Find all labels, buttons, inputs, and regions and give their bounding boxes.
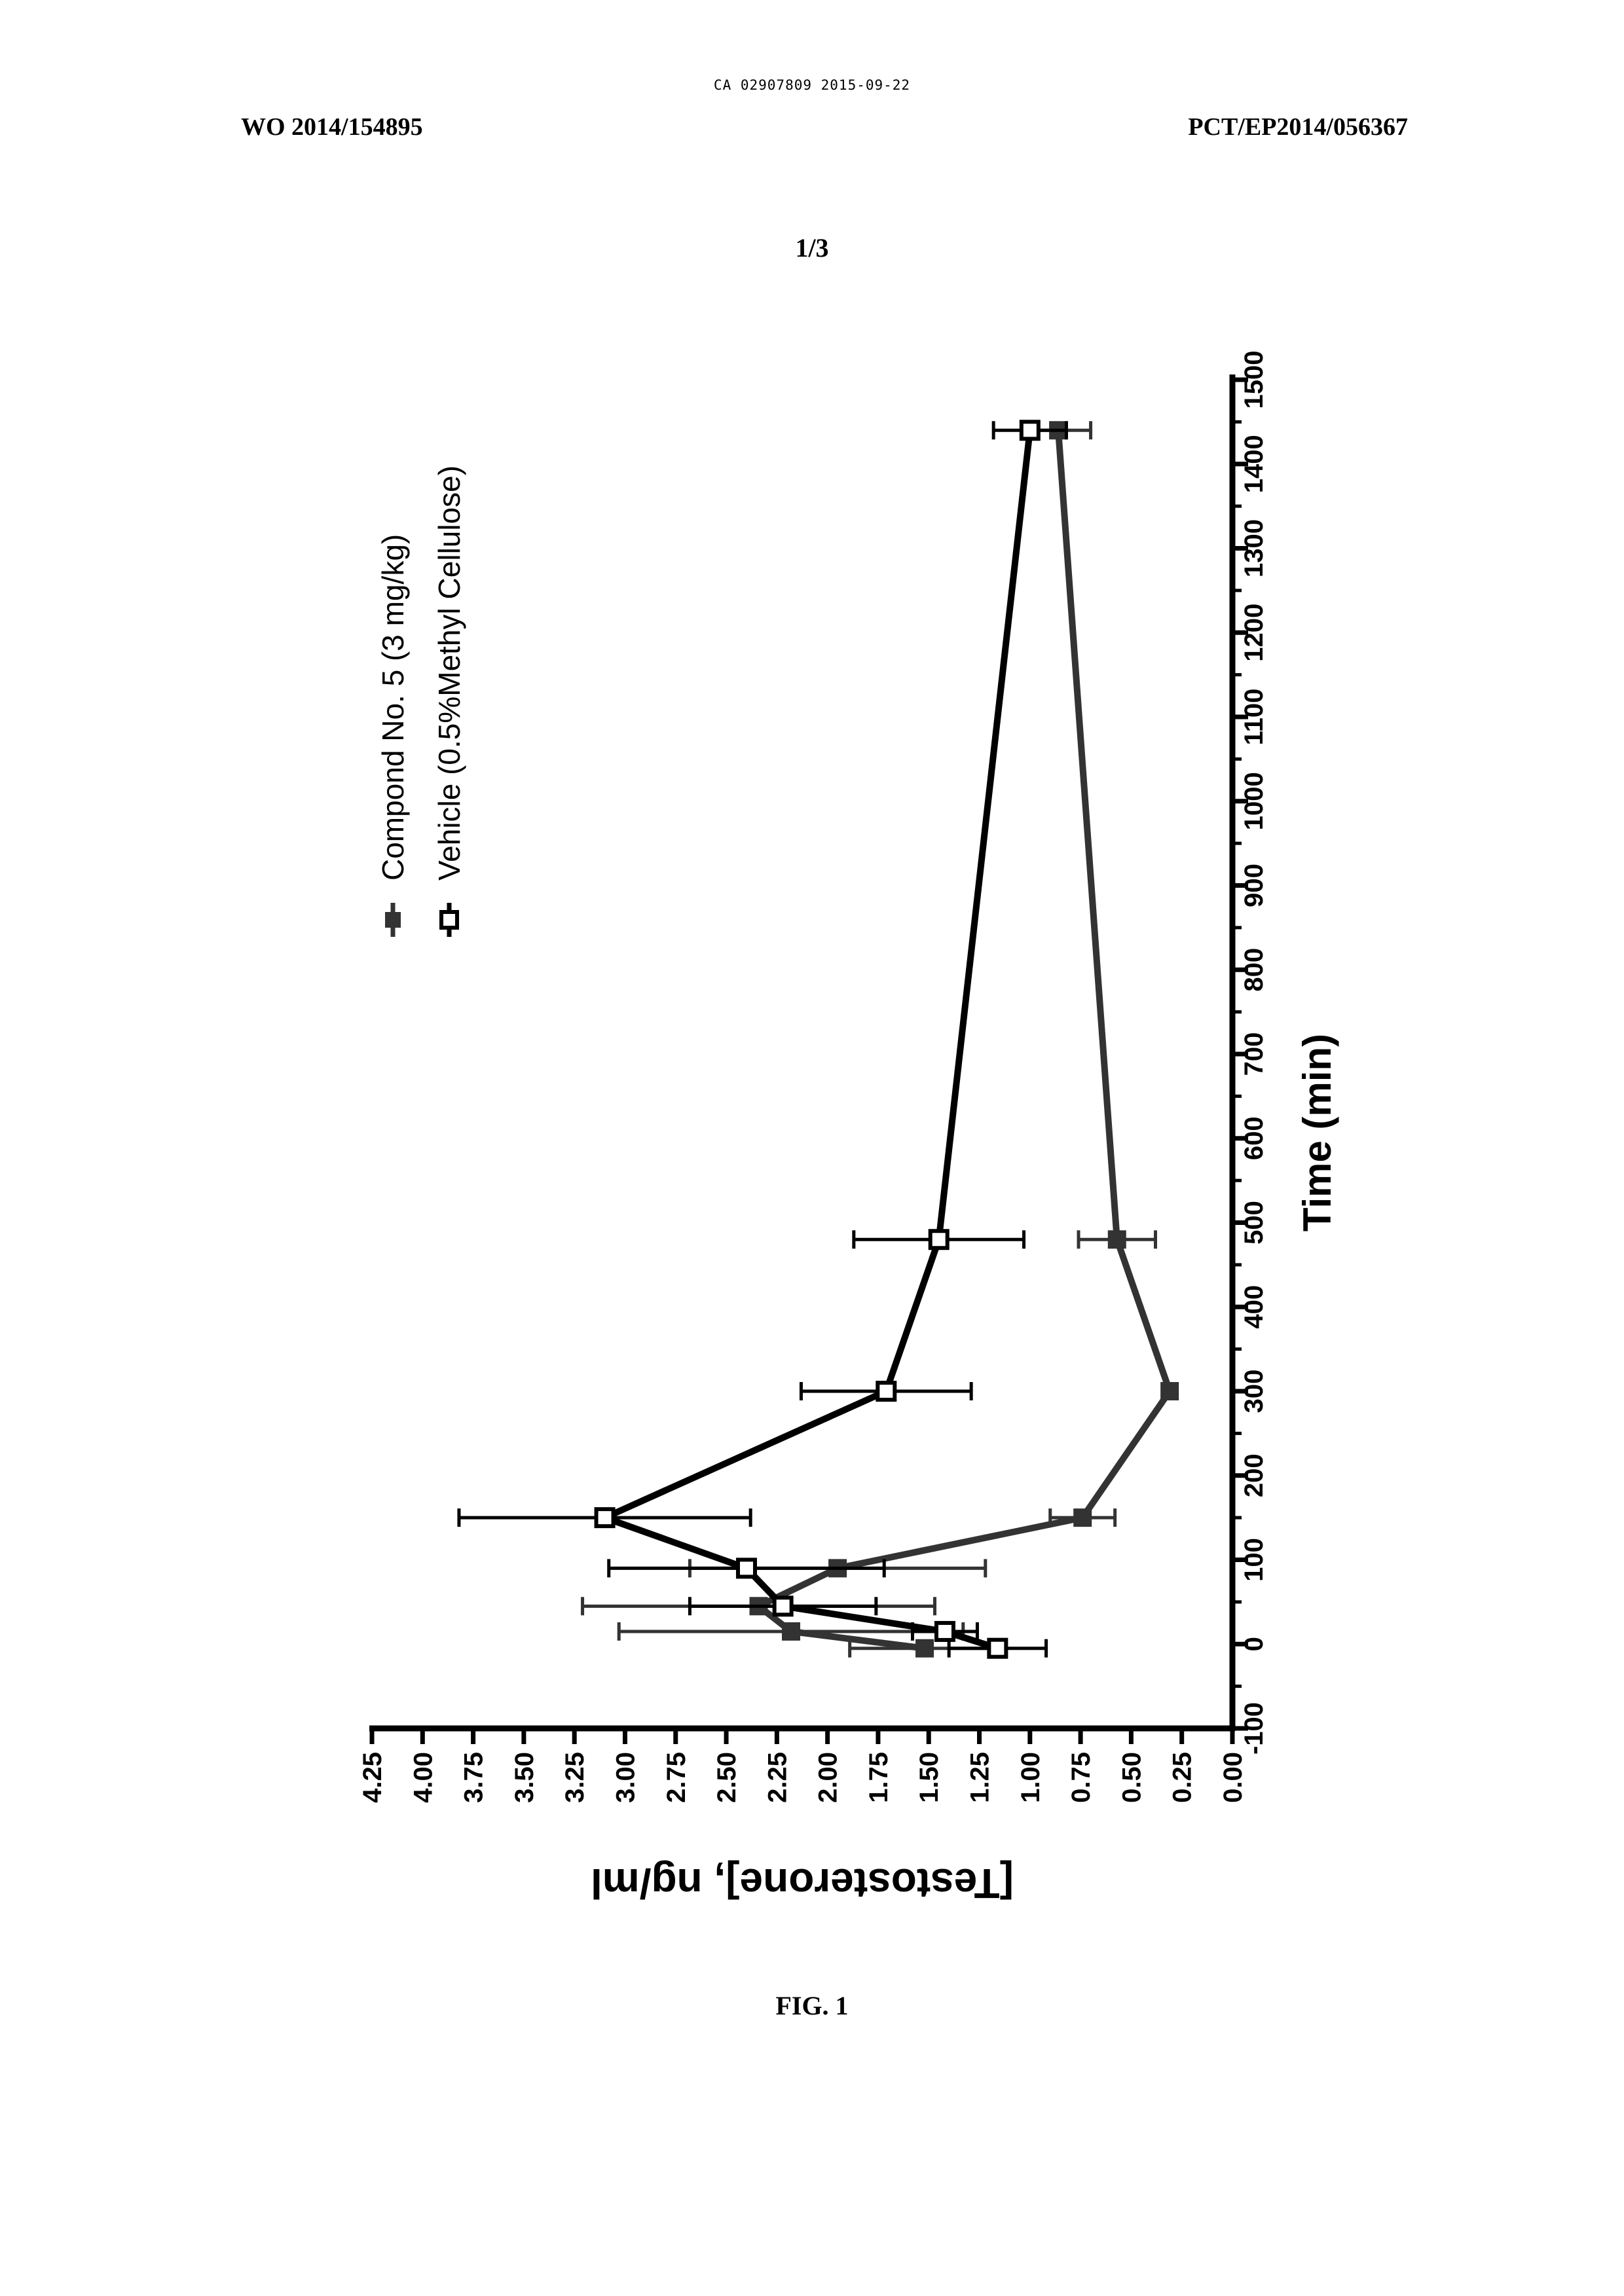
data-point [931,1231,948,1248]
x-tick-label: 0 [1240,1637,1268,1651]
y-tick-label: 1.75 [864,1752,893,1803]
x-tick-label: 1000 [1240,772,1268,830]
y-tick-label: 2.75 [662,1752,691,1803]
y-tick-label: 0.00 [1219,1752,1247,1803]
x-tick-label: 300 [1240,1370,1268,1413]
y-tick-label: 2.00 [814,1752,843,1803]
series-line [605,430,1030,1648]
y-tick-label: 3.50 [510,1752,539,1803]
y-tick-label: 3.00 [611,1752,640,1803]
y-axis-title: [Testosterone], ng/ml [591,1860,1014,1907]
legend-label: Compond No. 5 (3 mg/kg) [376,534,410,881]
x-tick-label: 500 [1240,1201,1268,1245]
figure-label: FIG. 1 [0,1990,1624,2021]
x-tick-label: 1200 [1240,604,1268,662]
y-tick-label: 0.75 [1067,1752,1096,1803]
data-point [597,1509,614,1526]
data-point [1074,1509,1091,1526]
legend-label: Vehicle (0.5%Methyl Cellulose) [432,465,466,881]
x-tick-label: 1400 [1240,435,1268,493]
y-tick-label: 2.25 [763,1752,792,1803]
x-tick-label: 800 [1240,948,1268,992]
y-tick-label: 3.75 [460,1752,489,1803]
legend-marker [441,912,457,928]
x-tick-label: 600 [1240,1116,1268,1160]
y-tick-label: 1.00 [1016,1752,1045,1803]
y-tick-label: 0.25 [1168,1752,1197,1803]
x-tick-label: 100 [1240,1538,1268,1582]
y-tick-label: 2.50 [712,1752,741,1803]
data-point [936,1623,953,1640]
plot-area: -100 0 100 200 300 400 500 600 700 800 900 1000 1100… [358,351,1339,1907]
x-tick-label: 1100 [1240,689,1268,746]
data-point [1161,1383,1178,1400]
data-point [738,1559,755,1576]
data-point [783,1623,800,1640]
x-tick-label: 400 [1240,1285,1268,1329]
data-point [1022,422,1039,439]
y-tick-label: 4.25 [358,1752,387,1803]
x-tick-label: -100 [1240,1702,1268,1755]
y-tick-label: 3.25 [561,1752,589,1803]
data-point [877,1383,895,1400]
x-tick-label: 200 [1240,1453,1268,1497]
x-tick-label: 1300 [1240,519,1268,577]
data-point [989,1640,1006,1657]
x-tick-label: 700 [1240,1032,1268,1076]
y-tick-label: 4.00 [409,1752,437,1803]
data-point [1109,1231,1126,1248]
x-tick-label: 900 [1240,864,1268,907]
y-tick-label: 1.50 [915,1752,944,1803]
x-axis-title: Time (min) [1295,1034,1339,1231]
y-tick-label: 0.50 [1117,1752,1146,1803]
data-point [775,1597,792,1614]
x-tick-label: 1500 [1240,351,1268,409]
data-point [916,1640,933,1657]
legend-marker [385,912,401,928]
y-tick-label: 1.25 [966,1752,995,1803]
